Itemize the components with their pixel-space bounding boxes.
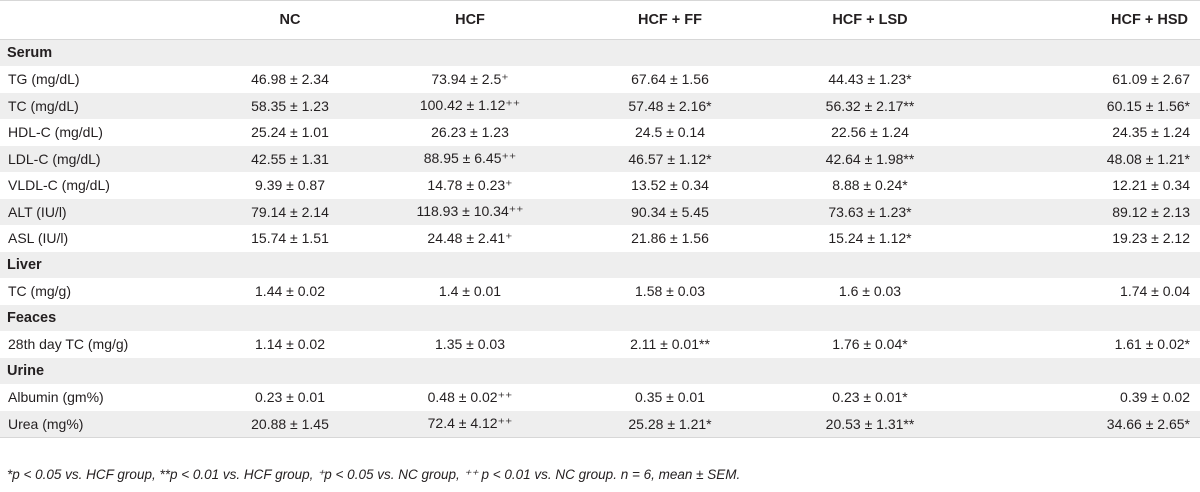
table-cell: 73.63 ± 1.23* — [828, 203, 912, 220]
table-cell: 44.43 ± 1.23* — [828, 71, 912, 88]
header-cell-nc: NC — [210, 0, 370, 40]
table-cell: 0.48 ± 0.02⁺⁺ — [427, 388, 513, 405]
table-cell: 1.44 ± 0.02 — [255, 283, 325, 300]
row-label: ALT (IU/l) — [8, 203, 67, 220]
table-cell: 0.35 ± 0.01 — [635, 389, 705, 406]
row-label: ASL (IU/l) — [8, 230, 69, 247]
table-cell: 20.88 ± 1.45 — [251, 415, 329, 432]
table-cell: 24.35 ± 1.24 — [1112, 124, 1190, 141]
section-heading: Feaces — [7, 309, 57, 326]
table-cell: 24.48 ± 2.41⁺ — [427, 229, 513, 246]
table-cell: 25.24 ± 1.01 — [251, 124, 329, 141]
header-cell-label — [0, 0, 210, 40]
table-cell: 72.4 ± 4.12⁺⁺ — [427, 415, 513, 431]
table-row: ASL (IU/l) 15.74 ± 1.51 24.48 ± 2.41⁺ 21.86… — [0, 225, 1200, 252]
row-label: Urea (mg%) — [8, 415, 84, 432]
table-row: VLDL-C (mg/dL) 9.39 ± 0.87 14.78 ± 0.23⁺ 13… — [0, 172, 1200, 199]
section-heading: Liver — [7, 256, 42, 273]
table-body: Serum TG (mg/dL) 46.98 ± 2.34 73.94 ± 2.5⁺ 6… — [0, 39, 1200, 437]
table-cell: 42.64 ± 1.98** — [825, 150, 915, 167]
table-cell: 15.74 ± 1.51 — [251, 230, 329, 247]
table-cell: 14.78 ± 0.23⁺ — [427, 176, 513, 193]
table-cell: 1.58 ± 0.03 — [635, 283, 705, 300]
row-label: TC (mg/g) — [8, 283, 71, 300]
row-label: 28th day TC (mg/g) — [8, 336, 129, 353]
table-cell: 57.48 ± 2.16* — [628, 97, 712, 114]
table-cell: 60.15 ± 1.56* — [1106, 97, 1190, 114]
table-cell: 118.93 ± 10.34⁺⁺ — [416, 203, 524, 220]
table-cell: 2.11 ± 0.01** — [630, 336, 710, 353]
table-cell: 20.53 ± 1.31** — [825, 415, 915, 432]
table-cell: 90.34 ± 5.45 — [631, 203, 709, 220]
header-cell-hcf-ff: HCF + FF — [570, 0, 770, 40]
section-heading: Serum — [7, 45, 53, 61]
row-label: Albumin (gm%) — [8, 389, 104, 406]
table-cell: 1.4 ± 0.01 — [438, 283, 502, 300]
table-cell: 1.74 ± 0.04 — [1120, 283, 1190, 300]
table-cell: 42.55 ± 1.31 — [251, 150, 329, 167]
table-footnote: *p < 0.05 vs. HCF group, **p < 0.01 vs. … — [7, 467, 741, 482]
table-cell: 67.64 ± 1.56 — [631, 71, 709, 88]
section-row: Urine — [0, 357, 1200, 384]
table-cell: 89.12 ± 2.13 — [1112, 203, 1190, 220]
section-heading: Urine — [7, 362, 45, 379]
section-row: Serum — [0, 39, 1200, 66]
row-label: TG (mg/dL) — [8, 71, 80, 88]
row-label: LDL-C (mg/dL) — [8, 150, 101, 167]
section-row: Feaces — [0, 304, 1200, 331]
table-cell: 88.95 ± 6.45⁺⁺ — [423, 150, 517, 167]
table-cell: 19.23 ± 2.12 — [1112, 230, 1190, 247]
table-row: HDL-C (mg/dL) 25.24 ± 1.01 26.23 ± 1.23 24.… — [0, 119, 1200, 146]
header-row: NC HCF HCF + FF HCF + LSD HCF + HSD — [0, 0, 1200, 40]
table-cell: 56.32 ± 2.17** — [825, 97, 915, 114]
table-cell: 1.61 ± 0.02* — [1114, 336, 1190, 353]
table-cell: 46.57 ± 1.12* — [628, 150, 712, 167]
table-cell: 25.28 ± 1.21* — [628, 415, 712, 432]
table-cell: 0.23 ± 0.01* — [832, 389, 908, 406]
table-cell: 9.39 ± 0.87 — [255, 177, 325, 194]
table-cell: 8.88 ± 0.24* — [832, 177, 908, 194]
table-cell: 1.76 ± 0.04* — [832, 336, 908, 353]
header-cell-hcf: HCF — [370, 0, 570, 40]
table-cell: 79.14 ± 2.14 — [251, 203, 329, 220]
table-cell: 58.35 ± 1.23 — [251, 97, 329, 114]
table-cell: 1.6 ± 0.03 — [838, 283, 902, 300]
table-row: Albumin (gm%) 0.23 ± 0.01 0.48 ± 0.02⁺⁺ 0.3… — [0, 384, 1200, 411]
table-cell: 46.98 ± 2.34 — [251, 71, 329, 88]
table-cell: 61.09 ± 2.67 — [1112, 71, 1190, 88]
table-cell: 15.24 ± 1.12* — [828, 230, 912, 247]
table-cell: 26.23 ± 1.23 — [431, 124, 509, 141]
table-cell: 12.21 ± 0.34 — [1112, 177, 1190, 194]
table-row: TC (mg/dL) 58.35 ± 1.23 100.42 ± 1.12⁺⁺ 57.… — [0, 92, 1200, 119]
table-row: ALT (IU/l) 79.14 ± 2.14 118.93 ± 10.34⁺⁺ 90… — [0, 198, 1200, 225]
table-row: LDL-C (mg/dL) 42.55 ± 1.31 88.95 ± 6.45⁺⁺ 4… — [0, 145, 1200, 172]
header-cell-hcf-hsd: HCF + HSD — [970, 0, 1200, 40]
table-cell: 13.52 ± 0.34 — [631, 177, 709, 194]
results-table: NC HCF HCF + FF HCF + LSD HCF + HSD Seru… — [0, 0, 1200, 437]
table-cell: 0.23 ± 0.01 — [255, 389, 325, 406]
section-row: Liver — [0, 251, 1200, 278]
table-cell: 34.66 ± 2.65* — [1106, 415, 1190, 432]
table-row: TG (mg/dL) 46.98 ± 2.34 73.94 ± 2.5⁺ 67.64 … — [0, 66, 1200, 93]
table-cell: 24.5 ± 0.14 — [635, 124, 705, 141]
row-label: HDL-C (mg/dL) — [8, 124, 103, 141]
row-label: TC (mg/dL) — [8, 97, 79, 114]
table-cell: 1.35 ± 0.03 — [435, 336, 505, 353]
table-cell: 1.14 ± 0.02 — [255, 336, 325, 353]
table-cell: 0.39 ± 0.02 — [1120, 389, 1190, 406]
table-row: 28th day TC (mg/g) 1.14 ± 0.02 1.35 ± 0.03… — [0, 331, 1200, 358]
table-cell: 21.86 ± 1.56 — [631, 230, 709, 247]
header-cell-hcf-lsd: HCF + LSD — [770, 0, 970, 40]
row-label: VLDL-C (mg/dL) — [8, 177, 110, 194]
table-row: TC (mg/g) 1.44 ± 0.02 1.4 ± 0.01 1.58 ± 0.0… — [0, 278, 1200, 305]
table-cell: 48.08 ± 1.21* — [1106, 150, 1190, 167]
table-cell: 73.94 ± 2.5⁺ — [431, 70, 509, 87]
table-cell: 100.42 ± 1.12⁺⁺ — [419, 97, 521, 114]
table-cell: 22.56 ± 1.24 — [831, 124, 909, 141]
table-row: Urea (mg%) 20.88 ± 1.45 72.4 ± 4.12⁺⁺ 25.28… — [0, 410, 1200, 437]
